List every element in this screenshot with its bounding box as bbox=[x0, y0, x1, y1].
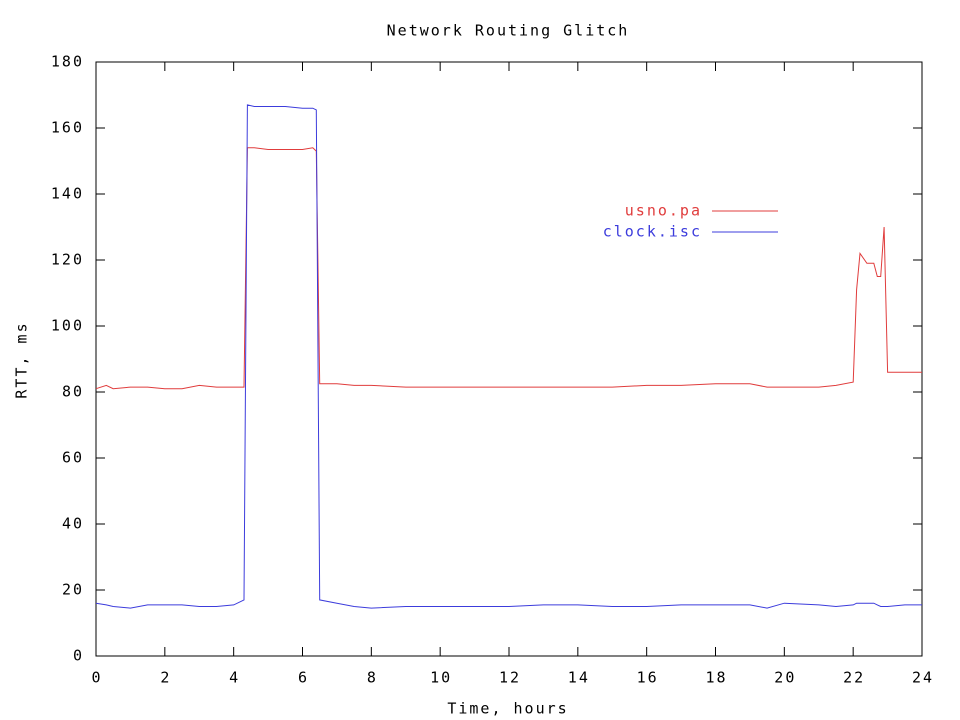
x-tick-label: 10 bbox=[430, 669, 452, 687]
y-tick-label: 100 bbox=[51, 317, 84, 335]
x-tick-label: 20 bbox=[774, 669, 796, 687]
x-axis-label: Time, hours bbox=[447, 700, 568, 718]
series-line bbox=[95, 147, 922, 390]
legend-label: usno.pa bbox=[625, 202, 702, 220]
y-tick-label: 40 bbox=[62, 515, 84, 533]
y-tick-label: 140 bbox=[51, 185, 84, 203]
y-tick-label: 80 bbox=[62, 383, 84, 401]
legend-label: clock.isc bbox=[603, 223, 702, 241]
y-tick-label: 120 bbox=[51, 251, 84, 269]
y-tick-label: 20 bbox=[62, 581, 84, 599]
series-line bbox=[95, 104, 922, 609]
plot-frame bbox=[95, 61, 923, 657]
x-tick-label: 24 bbox=[912, 669, 934, 687]
x-tick-label: 16 bbox=[637, 669, 659, 687]
chart-title: Network Routing Glitch bbox=[387, 22, 630, 40]
x-tick-label: 6 bbox=[298, 669, 309, 687]
y-tick-label: 60 bbox=[62, 449, 84, 467]
x-tick-label: 22 bbox=[843, 669, 865, 687]
x-tick-label: 14 bbox=[568, 669, 590, 687]
y-axis-label: RTT, ms bbox=[13, 321, 31, 398]
x-tick-label: 0 bbox=[91, 669, 102, 687]
x-tick-label: 4 bbox=[229, 669, 240, 687]
x-tick-label: 12 bbox=[499, 669, 521, 687]
y-tick-label: 160 bbox=[51, 119, 84, 137]
x-tick-label: 2 bbox=[160, 669, 171, 687]
y-tick-label: 180 bbox=[51, 53, 84, 71]
x-tick-label: 8 bbox=[367, 669, 378, 687]
y-tick-label: 0 bbox=[73, 647, 84, 665]
x-tick-label: 18 bbox=[705, 669, 727, 687]
